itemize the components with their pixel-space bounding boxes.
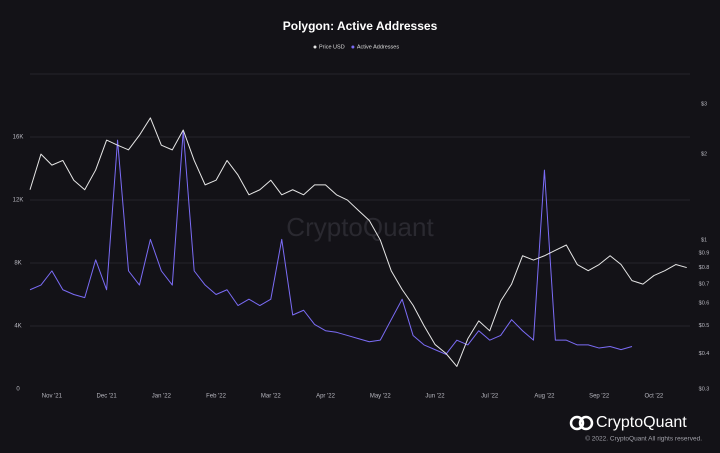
series-line xyxy=(29,117,687,367)
y2-tick-label: $0.5 xyxy=(699,323,710,329)
y-tick-label: 8K xyxy=(14,261,21,267)
x-tick-label: Sep '22 xyxy=(589,394,610,400)
x-tick-label: Aug '22 xyxy=(534,394,555,400)
x-tick-label: Oct '22 xyxy=(644,394,663,400)
legend-label: Price USD xyxy=(319,44,345,50)
y2-tick-label: $0.8 xyxy=(699,265,710,271)
watermark: CryptoQuant xyxy=(286,212,434,242)
x-tick-label: Mar '22 xyxy=(261,394,281,400)
y-tick-label: 12K xyxy=(13,198,24,204)
x-tick-label: Feb '22 xyxy=(206,394,226,400)
x-tick-label: Apr '22 xyxy=(316,394,335,400)
x-tick-label: May '22 xyxy=(370,394,391,400)
legend-marker xyxy=(313,45,317,49)
x-tick-label: Jul '22 xyxy=(481,394,499,400)
chart-title: Polygon: Active Addresses xyxy=(283,19,438,33)
legend-marker xyxy=(351,45,355,49)
y-tick-label: 0 xyxy=(16,387,20,393)
x-tick-label: Jun '22 xyxy=(425,394,445,400)
y2-tick-label: $0.9 xyxy=(699,250,710,256)
x-tick-label: Jan '22 xyxy=(152,394,172,400)
y-tick-label: 16K xyxy=(13,135,24,141)
y2-tick-label: $2 xyxy=(701,152,707,158)
series-line xyxy=(29,130,633,355)
y-tick-label: 4K xyxy=(14,324,21,330)
x-tick-label: Dec '21 xyxy=(97,394,118,400)
y2-tick-label: $3 xyxy=(701,101,707,107)
y2-tick-label: $0.3 xyxy=(699,386,710,392)
y2-tick-label: $0.7 xyxy=(699,282,710,288)
brand-logo xyxy=(569,415,594,431)
y2-tick-label: $1 xyxy=(701,237,707,243)
copyright: © 2022. CryptoQuant All rights reserved. xyxy=(585,435,702,443)
legend-label: Active Addresses xyxy=(357,44,399,50)
y2-tick-label: $0.4 xyxy=(699,351,710,357)
x-tick-label: Nov '21 xyxy=(42,394,63,400)
y2-tick-label: $0.6 xyxy=(699,301,710,307)
brand-name: CryptoQuant xyxy=(596,414,687,431)
